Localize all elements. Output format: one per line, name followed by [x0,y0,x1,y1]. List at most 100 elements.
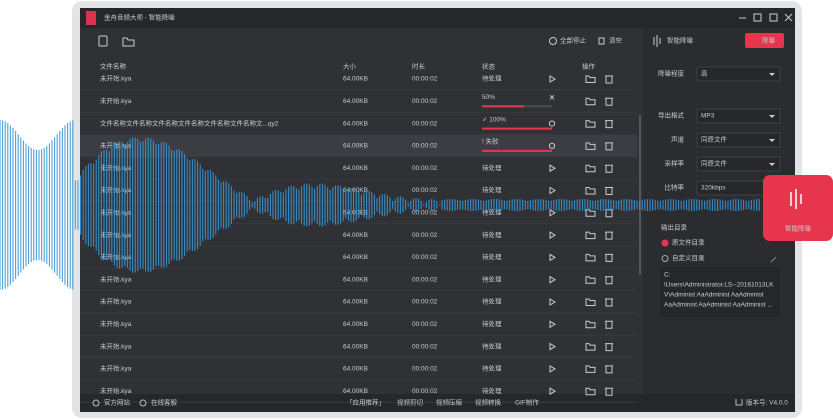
status-text: 待处理 [482,386,502,395]
status-text: 待处理 [482,185,502,194]
column-header: 大小 [343,62,357,71]
setting-label: 声道 [671,135,685,144]
setting-select[interactable] [696,108,781,124]
add-file-btn[interactable] [98,35,108,47]
play-btn[interactable] [549,320,556,329]
clear-icon [598,37,605,45]
cell-text: 未开始.kya [100,319,132,328]
edit-dir-btn[interactable] [770,256,777,263]
cell-text: 64.00KB [343,210,368,217]
cell-text: 64.00KB [343,276,368,283]
open-folder-btn[interactable] [585,164,596,173]
setting-select[interactable] [696,66,781,82]
select-arrow [769,163,775,166]
scrollbar [639,115,641,275]
open-folder-btn[interactable] [585,387,596,396]
path-line: \Users\Administrator.LS--20161013LK [664,282,774,289]
play-btn[interactable] [549,231,556,239]
cell-text: 64.00KB [343,254,368,261]
progress-fill [482,127,552,130]
delete-btn[interactable] [605,387,613,396]
delete-btn[interactable] [605,298,613,307]
play-btn[interactable] [549,387,556,396]
delete-btn[interactable] [605,142,613,151]
delete-btn[interactable] [605,343,613,352]
column-header: 操作 [582,62,596,71]
window-max[interactable] [769,13,778,22]
cell-text: 64.00KB [343,76,368,83]
play-btn[interactable] [549,164,556,173]
setting-select[interactable] [696,156,781,172]
footer-link: 在线客服 [151,398,178,407]
cell-text: 64.00KB [343,165,368,172]
play-btn[interactable] [549,208,556,217]
open-folder-btn[interactable] [585,209,596,217]
delete-btn[interactable] [605,365,613,374]
retry-btn[interactable] [548,142,556,149]
play-btn[interactable] [549,75,556,83]
play-btn[interactable] [549,365,556,373]
progress-fill [482,105,524,108]
delete-btn[interactable] [605,320,613,329]
cell-text: 64.00KB [343,120,368,127]
setting-label: 导出格式 [658,111,685,120]
radio[interactable] [661,255,669,262]
play-btn[interactable] [549,342,556,351]
select-arrow [769,73,775,76]
cell-text: 未开始.kya [100,252,132,261]
open-folder-btn[interactable] [585,343,596,351]
play-btn[interactable] [549,275,556,284]
open-folder-btn[interactable] [585,298,596,306]
open-folder-btn[interactable] [585,187,596,195]
delete-btn[interactable] [605,276,613,285]
delete-btn[interactable] [605,75,613,84]
open-folder-btn[interactable] [585,97,596,106]
add-folder-btn[interactable] [122,37,135,47]
setting-value: 高 [701,69,708,78]
badge-label: 智能降噪 [785,224,812,233]
footer-link: 官方网站 [104,398,131,407]
play-btn[interactable] [549,298,556,306]
radio[interactable] [661,239,669,247]
play-btn[interactable] [549,186,556,195]
panel-title: 智能降噪 [667,36,694,45]
cell-text: 00:00:02 [412,276,438,283]
delete-btn[interactable] [605,231,613,240]
delete-btn[interactable] [605,120,613,129]
cell-text: 未开始.kya [100,163,132,172]
status-text: 待处理 [482,74,502,83]
radio-label: 自定义目录 [672,253,705,262]
open-folder-btn[interactable] [585,276,596,284]
open-folder-btn[interactable] [585,253,596,262]
cancel-btn[interactable] [549,94,555,100]
cell-text: 64.00KB [343,388,368,395]
open-folder-btn[interactable] [585,320,596,329]
app-icon [86,11,96,25]
delete-btn[interactable] [605,97,613,106]
open-folder-btn[interactable] [585,120,596,128]
waveform [0,120,760,290]
setting-select[interactable] [696,132,781,148]
window-close[interactable] [784,13,793,22]
retry-btn[interactable] [548,120,556,127]
cell-text: 00:00:02 [412,143,438,150]
stop-all-btn: 全部停止 [560,36,587,45]
open-folder-btn[interactable] [585,231,596,240]
cell-text: 00:00:02 [412,321,438,328]
open-folder-btn[interactable] [585,75,596,83]
denoise-btn[interactable] [745,33,784,48]
footer-icon [92,399,100,407]
cell-text: 未开始.kya [100,185,132,194]
cell-text: 未开始.kya [100,364,132,373]
path-line: V\Administ AaAdminist AaAdminist [664,292,764,299]
window-menu[interactable] [753,13,762,22]
delete-btn[interactable] [605,187,613,195]
play-btn[interactable] [549,253,556,262]
cell-text: 64.00KB [343,299,368,306]
open-folder-btn[interactable] [585,142,596,150]
delete-btn[interactable] [605,253,613,262]
open-folder-btn[interactable] [585,365,596,373]
delete-btn[interactable] [605,164,613,173]
setting-value: 320kbps [701,185,726,192]
